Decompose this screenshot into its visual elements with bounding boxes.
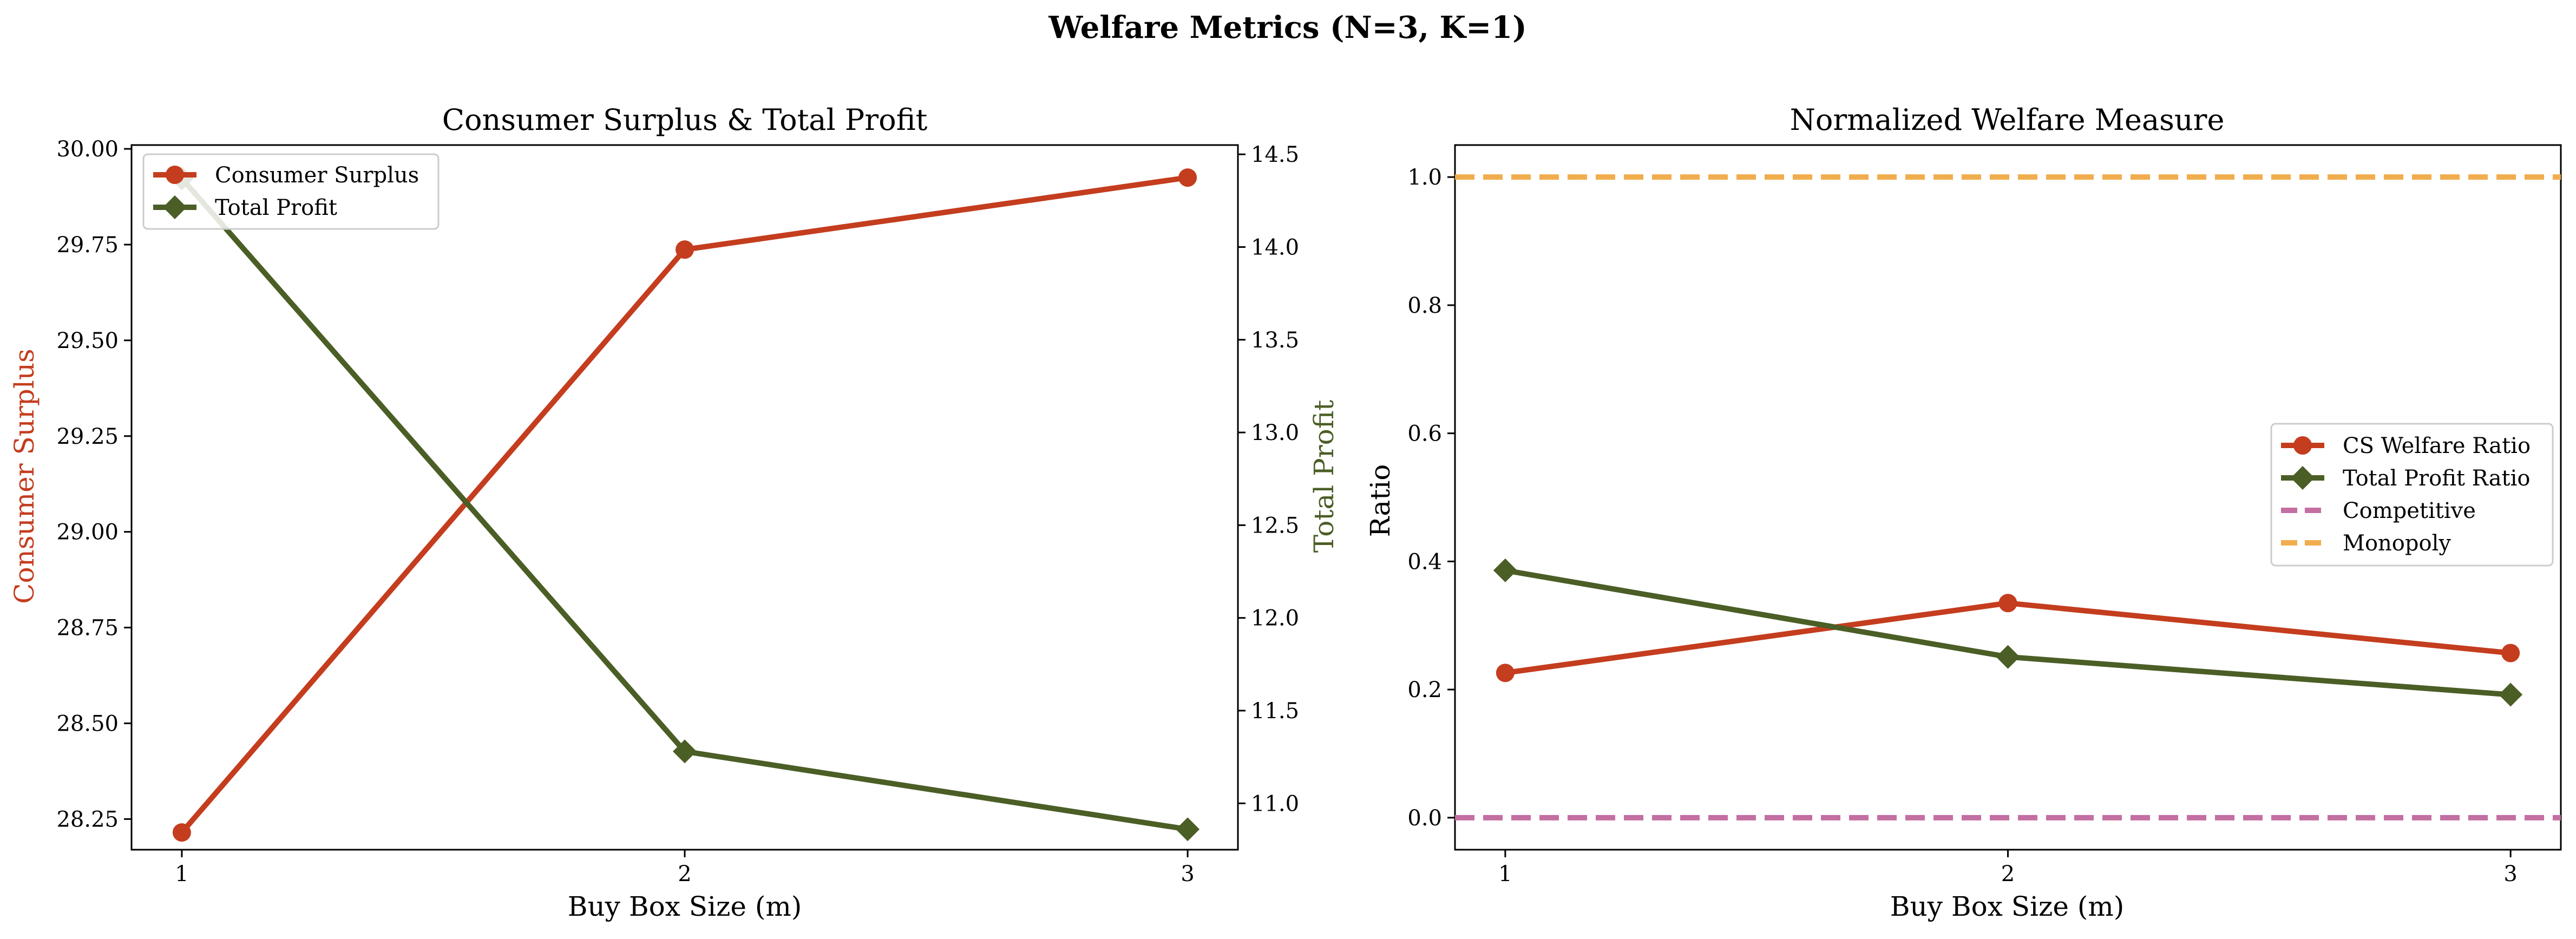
right-y-tick-label: 11.5: [1251, 699, 1299, 724]
left-x-tick-label: 1: [175, 862, 188, 887]
left-y-tick-label: 30.00: [56, 137, 119, 162]
ratio-y-axis-label: Ratio: [1365, 464, 1396, 537]
legend-cs-welfare-ratio-marker: [2293, 436, 2312, 455]
right-y-tick-label: 12.0: [1251, 606, 1299, 631]
ratio-y-tick-label: 1.0: [1407, 165, 1442, 190]
total-profit-ratio-point: [2499, 683, 2522, 707]
cs-welfare-ratio-point: [1999, 594, 2017, 612]
right-chart-title: Normalized Welfare Measure: [1790, 103, 2225, 137]
left-chart-panel: Consumer Surplus & Total Profit Buy Box …: [9, 103, 1340, 922]
ratio-y-tick-label: 0.0: [1407, 806, 1442, 831]
legend-consumer-surplus-label: Consumer Surplus: [215, 163, 419, 188]
right-y-tick-label: 11.0: [1251, 791, 1299, 816]
legend-consumer-surplus-marker: [166, 166, 184, 184]
consumer-surplus-point: [173, 823, 191, 842]
consumer-surplus-point: [1178, 168, 1197, 187]
right-x-axis-label: Buy Box Size (m): [1890, 891, 2125, 922]
total-profit-line: [182, 179, 1188, 830]
total-profit-point: [1176, 817, 1199, 841]
right-y-tick-label: 13.0: [1251, 421, 1299, 445]
legend-competitive-label: Competitive: [2343, 498, 2476, 523]
right-x-tick-label: 3: [2503, 862, 2517, 887]
right-y-tick-label: 13.5: [1251, 328, 1299, 353]
right-x-tick-label: 2: [2001, 862, 2015, 887]
legend-total-profit-label: Total Profit: [215, 195, 337, 220]
cs-welfare-ratio-point: [1496, 664, 1515, 682]
cs-welfare-ratio-point: [2501, 644, 2520, 662]
left-chart-title: Consumer Surplus & Total Profit: [442, 103, 928, 137]
right-x-tick-label: 1: [1498, 862, 1512, 887]
left-y-axis-label: Consumer Surplus: [9, 349, 40, 603]
legend-monopoly-label: Monopoly: [2343, 531, 2451, 556]
ratio-y-tick-label: 0.6: [1407, 422, 1442, 446]
legend-cs-welfare-ratio-label: CS Welfare Ratio: [2343, 434, 2531, 458]
ratio-y-tick-label: 0.8: [1407, 293, 1442, 318]
ratio-y-tick-label: 0.2: [1407, 678, 1442, 702]
left-y-tick-label: 28.50: [56, 711, 119, 736]
total-profit-ratio-line: [1505, 570, 2511, 695]
right-y-tick-label: 14.0: [1251, 235, 1299, 260]
legend-total-profit-ratio-label: Total Profit Ratio: [2343, 466, 2531, 491]
right-y-tick-label: 14.5: [1251, 142, 1299, 167]
total-profit-ratio-point: [1996, 645, 2020, 669]
left-y-tick-label: 29.75: [56, 233, 119, 258]
left-y-tick-label: 29.25: [56, 424, 119, 449]
right-y-axis-label: Total Profit: [1308, 400, 1340, 553]
ratio-y-tick-label: 0.4: [1407, 549, 1442, 574]
left-x-axis-label: Buy Box Size (m): [568, 891, 802, 922]
figure-suptitle: Welfare Metrics (N=3, K=1): [1048, 10, 1526, 45]
consumer-surplus-point: [676, 240, 694, 259]
left-x-tick-label: 3: [1181, 862, 1194, 887]
left-y-tick-label: 28.25: [56, 807, 119, 832]
left-y-tick-label: 29.50: [56, 329, 119, 353]
left-x-tick-label: 2: [678, 862, 691, 887]
right-y-tick-label: 12.5: [1251, 513, 1299, 538]
consumer-surplus-line: [182, 178, 1188, 832]
total-profit-ratio-point: [1493, 559, 1517, 582]
right-chart-panel: Normalized Welfare Measure Buy Box Size …: [1365, 103, 2561, 922]
left-y-tick-label: 29.00: [56, 520, 119, 545]
left-y-tick-label: 28.75: [56, 616, 119, 641]
